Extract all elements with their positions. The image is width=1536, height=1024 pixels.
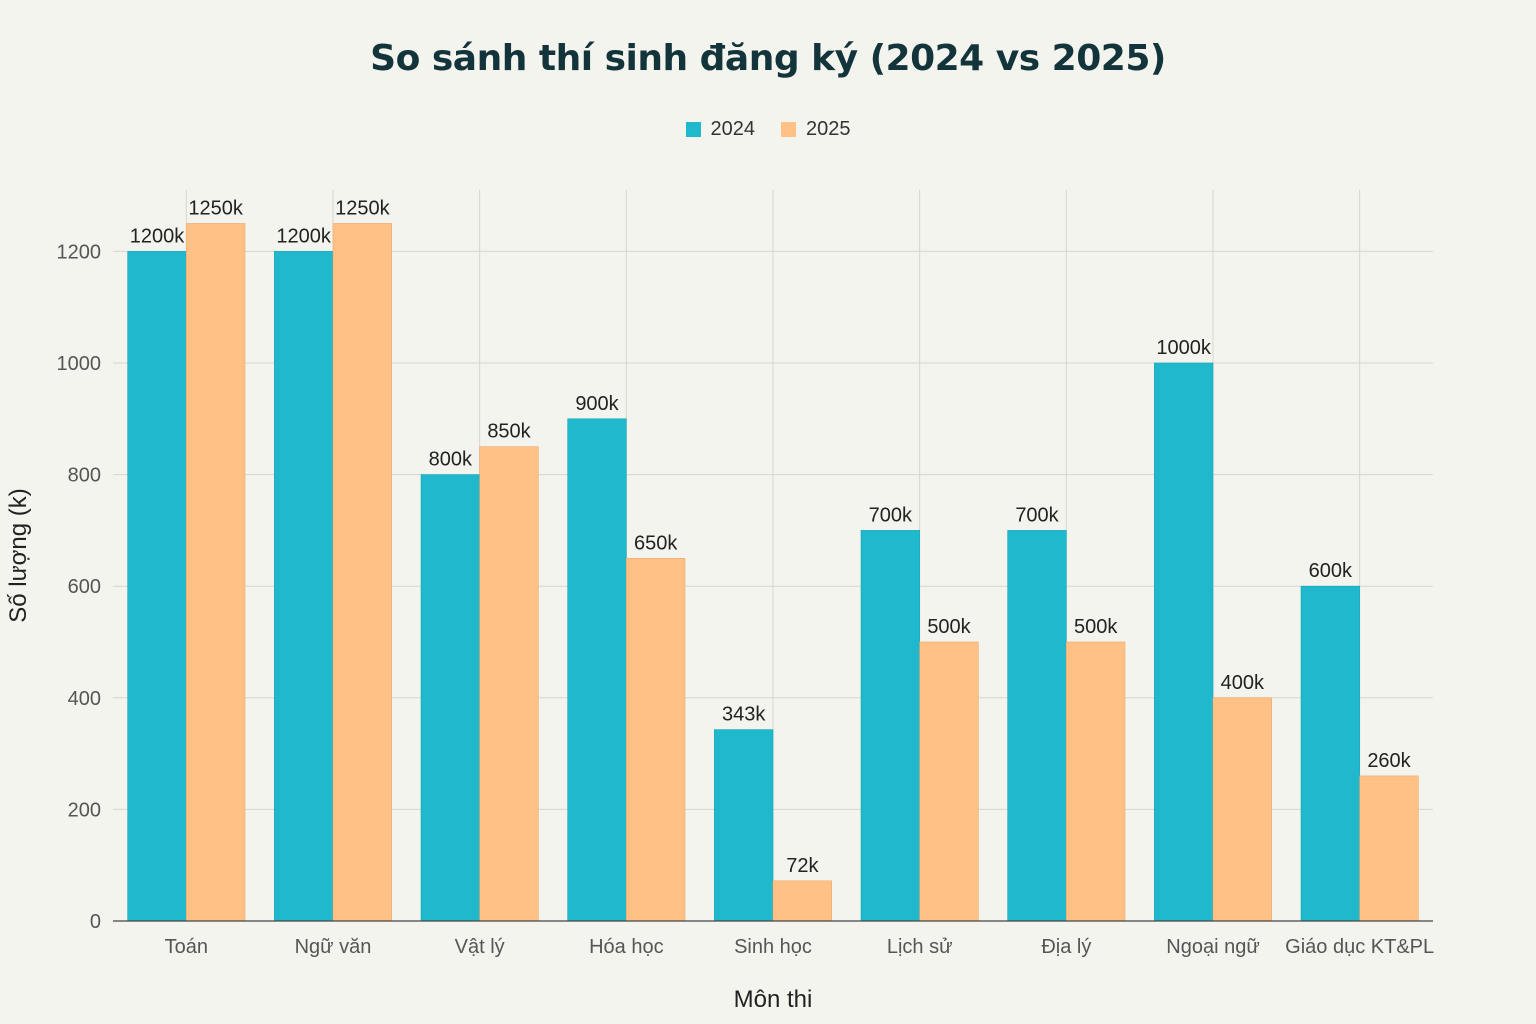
bars xyxy=(127,223,1419,922)
bar-2025-7[interactable] xyxy=(1212,697,1272,922)
bar-2024-4[interactable] xyxy=(714,729,774,922)
legend-swatch-2024 xyxy=(685,122,701,137)
bar-2024-8[interactable] xyxy=(1300,585,1360,922)
data-label-2025-8: 260k xyxy=(1367,750,1411,772)
x-tick-label: Giáo dục KT&PL xyxy=(1285,936,1434,958)
bar-2024-5[interactable] xyxy=(860,530,920,922)
y-axis-title: Số lượng (k) xyxy=(5,488,32,623)
bar-2025-2[interactable] xyxy=(479,446,539,922)
bar-2024-0[interactable] xyxy=(127,251,187,922)
legend-label-2024: 2024 xyxy=(710,118,756,140)
legend-swatch-2025 xyxy=(781,122,796,137)
y-tick-label: 1200 xyxy=(57,241,102,263)
data-label-2025-2: 850k xyxy=(487,421,531,443)
x-tick-label: Địa lý xyxy=(1041,936,1091,958)
y-tick-label: 1000 xyxy=(57,353,102,375)
data-label-2025-1: 1250k xyxy=(335,197,390,219)
data-label-2024-7: 1000k xyxy=(1156,337,1211,359)
legend-label-2025: 2025 xyxy=(806,118,851,140)
x-tick-label: Ngoại ngữ xyxy=(1166,936,1259,958)
bar-2024-1[interactable] xyxy=(274,251,334,922)
bar-2025-4[interactable] xyxy=(772,880,832,922)
bar-2025-1[interactable] xyxy=(332,223,392,922)
data-label-2024-0: 1200k xyxy=(130,225,185,247)
x-tick-label: Toán xyxy=(165,936,208,958)
legend-item-2024[interactable]: 2024 xyxy=(685,118,756,141)
axes: 0 200 400 600 800 1000 1200 Toán Ngữ văn Vật lý Hó… xyxy=(5,241,1434,1013)
data-label-2025-3: 650k xyxy=(634,532,678,554)
bar-2024-2[interactable] xyxy=(420,474,480,922)
bar-2025-6[interactable] xyxy=(1066,641,1126,922)
bar-2025-8[interactable] xyxy=(1359,775,1419,922)
legend: 2024 2025 xyxy=(0,118,1536,141)
data-label-2024-6: 700k xyxy=(1015,504,1059,526)
legend-item-2025[interactable]: 2025 xyxy=(781,118,851,141)
data-labels: 1200k 1200k 800k 900k 343k 700k 700k 1000k 600k 1… xyxy=(130,197,1412,876)
x-tick-label: Hóa học xyxy=(589,936,664,958)
x-axis-title: Môn thi xyxy=(734,986,813,1013)
chart-title: So sánh thí sinh đăng ký (2024 vs 2025) xyxy=(370,38,1166,79)
bar-2025-5[interactable] xyxy=(919,641,979,922)
bar-2024-7[interactable] xyxy=(1154,362,1214,922)
bar-2024-6[interactable] xyxy=(1007,530,1067,922)
x-tick-label: Vật lý xyxy=(455,936,505,958)
x-tick-label: Lịch sử xyxy=(887,936,953,958)
bar-2024-3[interactable] xyxy=(567,418,627,922)
x-tick-label: Ngữ văn xyxy=(295,936,372,958)
y-tick-label: 400 xyxy=(68,688,101,710)
data-label-2024-3: 900k xyxy=(575,393,619,415)
y-tick-label: 800 xyxy=(68,465,101,487)
data-label-2024-4: 343k xyxy=(722,704,766,726)
data-label-2024-8: 600k xyxy=(1309,560,1353,582)
y-tick-label: 600 xyxy=(68,576,101,598)
data-label-2025-0: 1250k xyxy=(188,197,243,219)
data-label-2025-5: 500k xyxy=(927,616,971,638)
bar-2025-3[interactable] xyxy=(626,557,686,922)
data-label-2024-2: 800k xyxy=(429,449,473,471)
data-label-2024-1: 1200k xyxy=(276,225,331,247)
bar-2025-0[interactable] xyxy=(186,223,246,922)
data-label-2025-4: 72k xyxy=(786,855,819,877)
x-tick-label: Sinh học xyxy=(734,936,812,958)
data-label-2025-7: 400k xyxy=(1221,672,1265,694)
data-label-2024-5: 700k xyxy=(869,504,913,526)
y-tick-label: 200 xyxy=(68,799,101,821)
data-label-2025-6: 500k xyxy=(1074,616,1118,638)
y-tick-label: 0 xyxy=(90,911,101,933)
